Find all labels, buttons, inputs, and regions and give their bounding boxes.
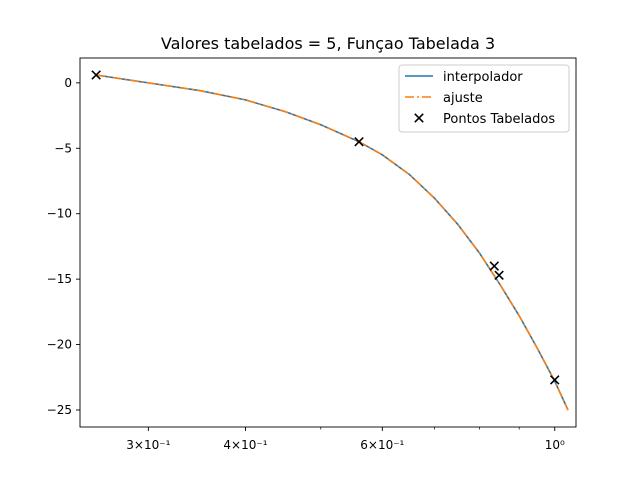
plot-frame	[79, 57, 577, 428]
y-tick-label: −25	[47, 403, 72, 417]
legend-box	[398, 64, 570, 133]
data-point-marker	[91, 70, 101, 80]
chart-title: Valores tabelados = 5, Funçao Tabelada 3	[161, 34, 495, 53]
x-tick-label: 3×10⁻¹	[126, 438, 170, 452]
data-point-marker	[549, 375, 560, 385]
legend: interpolador ajuste Pontos Tabelados	[398, 64, 570, 133]
data-point-marker	[494, 270, 504, 280]
y-tick-label: −5	[54, 141, 72, 155]
data-point-marker	[489, 261, 500, 271]
x-axis: 3×10⁻¹ 4×10⁻¹ 6×10⁻¹ 10⁰	[126, 427, 565, 452]
y-tick-label: −15	[47, 272, 72, 286]
x-tick-label: 6×10⁻¹	[360, 438, 404, 452]
legend-label-pontos-tabelados: Pontos Tabelados	[443, 112, 555, 127]
plot-area	[79, 57, 577, 428]
legend-label-ajuste: ajuste	[443, 91, 483, 106]
x-tick-label: 10⁰	[545, 438, 565, 452]
y-tick-label: −10	[47, 207, 72, 221]
x-tick-label: 4×10⁻¹	[223, 438, 267, 452]
legend-label-interpolador: interpolador	[443, 70, 523, 85]
y-axis: 0 −5 −10 −15 −20 −25	[47, 76, 80, 417]
series-line-ajuste	[96, 74, 569, 411]
data-point-marker	[354, 136, 364, 147]
legend-marker-pontos-tabelados	[414, 113, 424, 123]
y-tick-label: −20	[47, 338, 72, 352]
y-tick-label: 0	[64, 76, 72, 90]
